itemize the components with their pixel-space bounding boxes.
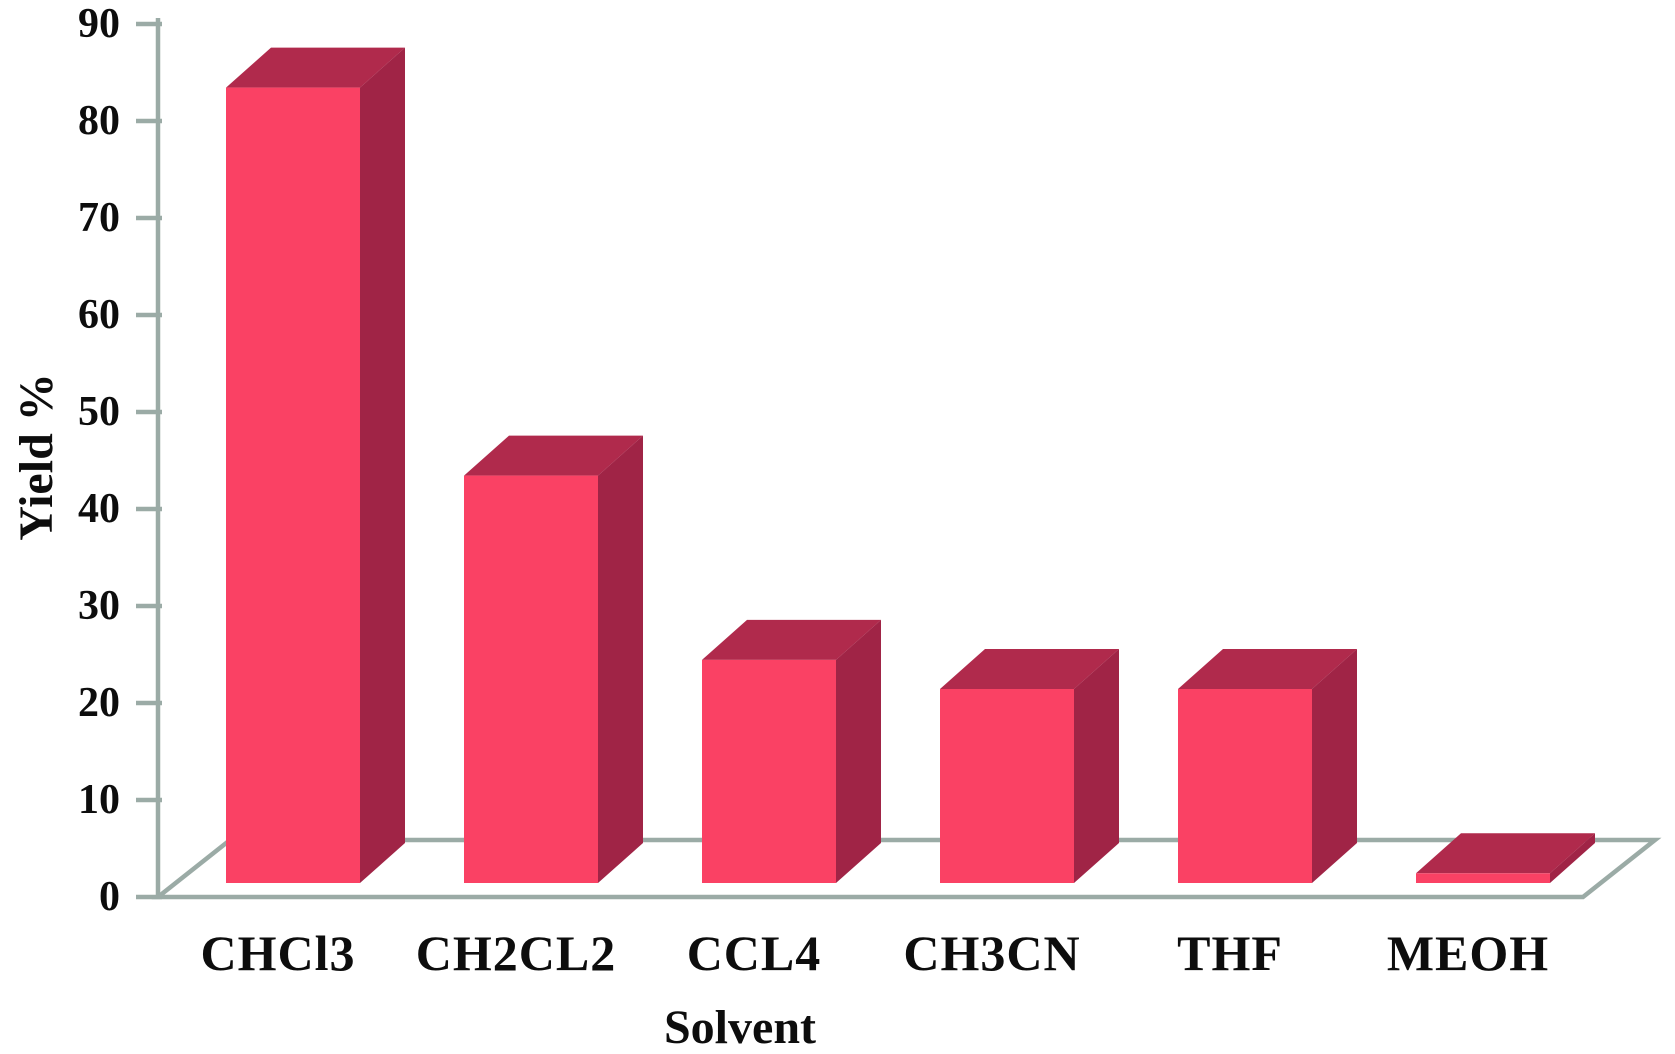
bar-top-face <box>226 47 405 88</box>
bar-front-face <box>226 87 360 884</box>
bar-front-face <box>940 689 1074 883</box>
bar-side-face <box>360 47 405 884</box>
y-tick-label: 90 <box>78 1 120 47</box>
bar-front-face <box>702 659 836 883</box>
bar-side-face <box>1074 649 1119 883</box>
bar-CH2CL2 <box>464 435 643 883</box>
bar-front-face <box>1416 873 1550 883</box>
bar-top-face <box>940 649 1119 689</box>
y-tick-label: 80 <box>78 98 120 144</box>
bar-CHCl3 <box>226 47 405 884</box>
bar-front-face <box>1178 689 1312 883</box>
x-category-label: CH2CL2 <box>416 925 616 981</box>
bar-front-face <box>464 475 598 883</box>
bar-side-face <box>598 435 643 883</box>
x-category-label: CH3CN <box>903 925 1080 981</box>
bar-top-face <box>702 619 881 660</box>
y-tick-label: 60 <box>78 292 120 338</box>
bar-THF <box>1178 649 1357 883</box>
y-tick-label: 30 <box>78 583 120 629</box>
bar-top-face <box>1178 649 1357 689</box>
bar-side-face <box>1312 649 1357 883</box>
generated-chart-layers: 0 10 20 30 40 50 60 70 80 90 CHCl3 CH2CL2 CCL4 CH3CN T… <box>78 1 1662 981</box>
x-category-label: CCL4 <box>687 925 822 981</box>
y-tick-label: 50 <box>78 389 120 435</box>
y-axis-title: Yield % <box>10 373 63 541</box>
bar-side-face <box>836 619 881 883</box>
bar-CH3CN <box>940 649 1119 883</box>
y-tick-label: 20 <box>78 680 120 726</box>
y-tick-label: 70 <box>78 195 120 241</box>
bar-MEOH <box>1416 833 1595 883</box>
bar-CCL4 <box>702 619 881 883</box>
bar-top-face <box>1416 833 1595 874</box>
y-tick-label: 40 <box>78 486 120 532</box>
bar-side-face <box>1550 833 1595 883</box>
bar-top-face <box>464 435 643 476</box>
y-tick-label: 10 <box>78 777 120 823</box>
x-category-label: CHCl3 <box>201 925 356 981</box>
x-category-label: MEOH <box>1387 925 1549 981</box>
x-category-label: THF <box>1177 925 1283 981</box>
y-tick-label: 0 <box>99 874 120 920</box>
x-axis-title: Solvent <box>664 1001 816 1054</box>
